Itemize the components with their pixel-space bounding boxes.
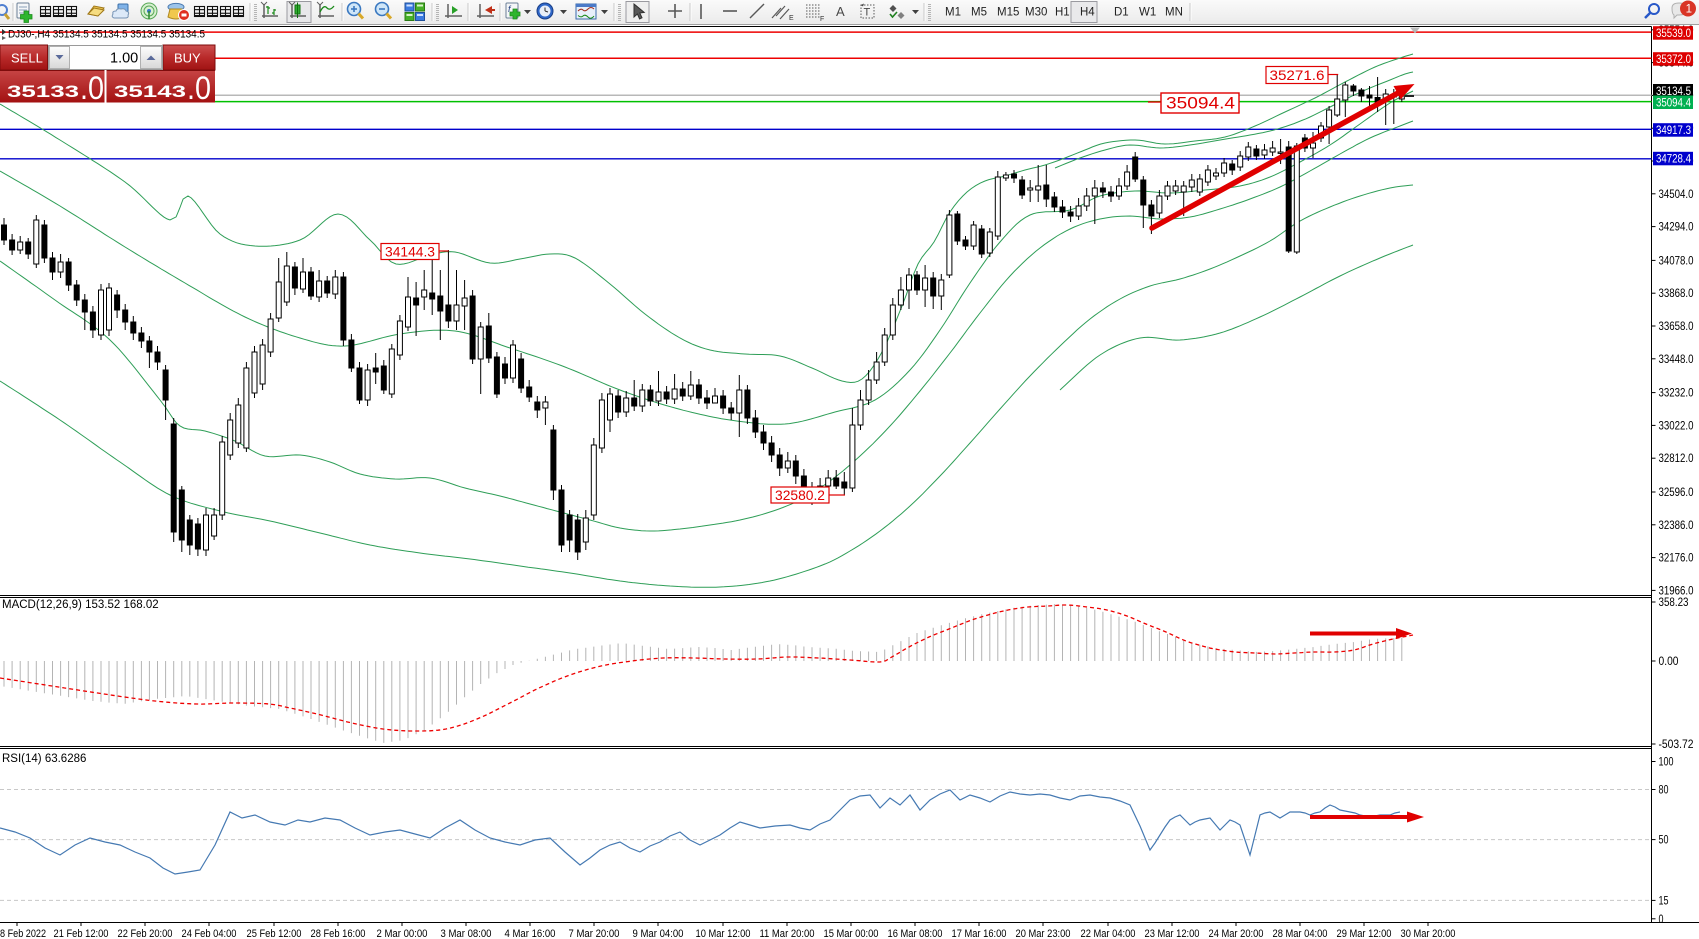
svg-text:MACD(12,26,9) 153.52 168.02: MACD(12,26,9) 153.52 168.02 [2,599,159,611]
svg-text:MN: MN [1165,7,1183,19]
svg-text:32386.0: 32386.0 [1659,520,1694,532]
svg-text:80: 80 [1659,785,1669,797]
svg-text:35094.4: 35094.4 [1166,95,1235,113]
svg-text:33868.0: 33868.0 [1659,288,1694,300]
svg-text:M5: M5 [971,7,987,19]
svg-text:28 Mar 04:00: 28 Mar 04:00 [1273,928,1328,939]
svg-text:35539.0: 35539.0 [1656,28,1691,40]
svg-text:17 Mar 16:00: 17 Mar 16:00 [952,928,1007,939]
svg-text:SELL: SELL [11,51,43,66]
svg-text:31966.0: 31966.0 [1659,585,1694,597]
svg-text:H4: H4 [1080,7,1095,19]
svg-text:BUY: BUY [174,51,201,66]
svg-text:34917.3: 34917.3 [1656,125,1691,137]
svg-text:25 Feb 12:00: 25 Feb 12:00 [247,928,302,939]
svg-text:9 Mar 04:00: 9 Mar 04:00 [633,928,684,939]
svg-text:32812.0: 32812.0 [1659,453,1694,465]
svg-text:1.00: 1.00 [110,51,138,67]
svg-text:34504.0: 34504.0 [1659,189,1694,201]
svg-text:M30: M30 [1025,7,1047,19]
svg-text:T: T [864,7,871,19]
svg-text:4 Mar 16:00: 4 Mar 16:00 [505,928,556,939]
svg-text:DJ30-,H4 35134.5 35134.5 3513: DJ30-,H4 35134.5 35134.5 35134.5 35134.5 [8,29,205,41]
svg-text:358.23: 358.23 [1659,597,1689,609]
svg-text:33658.0: 33658.0 [1659,321,1694,333]
svg-text:7 Mar 20:00: 7 Mar 20:00 [569,928,620,939]
svg-text:F: F [820,16,824,23]
svg-text:35143: 35143 [114,83,186,101]
svg-text:W1: W1 [1139,7,1156,19]
svg-text:24 Mar 20:00: 24 Mar 20:00 [1209,928,1264,939]
svg-text:H1: H1 [1055,7,1070,19]
svg-text:f: f [508,4,512,14]
svg-text:32580.2: 32580.2 [775,488,825,503]
svg-text:-503.72: -503.72 [1659,739,1694,751]
svg-text:E: E [789,15,794,22]
svg-text:.0: .0 [80,70,104,106]
svg-text:34728.4: 34728.4 [1656,154,1692,166]
svg-text:D1: D1 [1114,7,1129,19]
svg-text:M15: M15 [997,7,1019,19]
svg-text:0: 0 [1659,914,1664,926]
svg-text:A: A [836,4,845,19]
svg-text:3 Mar 08:00: 3 Mar 08:00 [441,928,492,939]
svg-text:10 Mar 12:00: 10 Mar 12:00 [696,928,751,939]
svg-text:28 Feb 16:00: 28 Feb 16:00 [311,928,366,939]
svg-text:15 Mar 00:00: 15 Mar 00:00 [824,928,879,939]
svg-text:8 Feb 2022: 8 Feb 2022 [0,928,46,939]
svg-text:23 Mar 12:00: 23 Mar 12:00 [1145,928,1200,939]
svg-text:22 Mar 04:00: 22 Mar 04:00 [1081,928,1136,939]
svg-text:29 Mar 12:00: 29 Mar 12:00 [1337,928,1392,939]
svg-text:24 Feb 04:00: 24 Feb 04:00 [182,928,237,939]
svg-text:33448.0: 33448.0 [1659,354,1694,366]
svg-text:34078.0: 34078.0 [1659,255,1694,267]
svg-text:33022.0: 33022.0 [1659,420,1694,432]
svg-text:16 Mar 08:00: 16 Mar 08:00 [888,928,943,939]
svg-text:RSI(14) 63.6286: RSI(14) 63.6286 [2,753,86,765]
svg-text:1: 1 [1686,4,1692,16]
svg-text:22 Feb 20:00: 22 Feb 20:00 [118,928,173,939]
svg-text:35271.6: 35271.6 [1270,67,1325,83]
svg-text:32596.0: 32596.0 [1659,487,1694,499]
svg-text:35133: 35133 [7,83,79,101]
svg-text:32176.0: 32176.0 [1659,553,1694,565]
svg-text:15: 15 [1659,895,1669,907]
svg-text:30 Mar 20:00: 30 Mar 20:00 [1401,928,1456,939]
svg-text:11 Mar 20:00: 11 Mar 20:00 [760,928,815,939]
svg-text:34294.0: 34294.0 [1659,222,1694,234]
svg-text:21 Feb 12:00: 21 Feb 12:00 [54,928,109,939]
svg-text:35372.0: 35372.0 [1656,54,1691,66]
svg-text:35134.5: 35134.5 [1656,86,1691,98]
svg-text:M1: M1 [945,7,961,19]
svg-text:2 Mar 00:00: 2 Mar 00:00 [377,928,428,939]
svg-text:.0: .0 [187,70,211,106]
svg-text:50: 50 [1659,835,1669,847]
svg-text:0.00: 0.00 [1659,656,1679,668]
svg-text:33232.0: 33232.0 [1659,388,1694,400]
svg-text:35094.4: 35094.4 [1656,98,1692,110]
svg-text:100: 100 [1659,757,1674,769]
svg-text:20 Mar 23:00: 20 Mar 23:00 [1016,928,1071,939]
svg-text:34144.3: 34144.3 [385,245,435,260]
